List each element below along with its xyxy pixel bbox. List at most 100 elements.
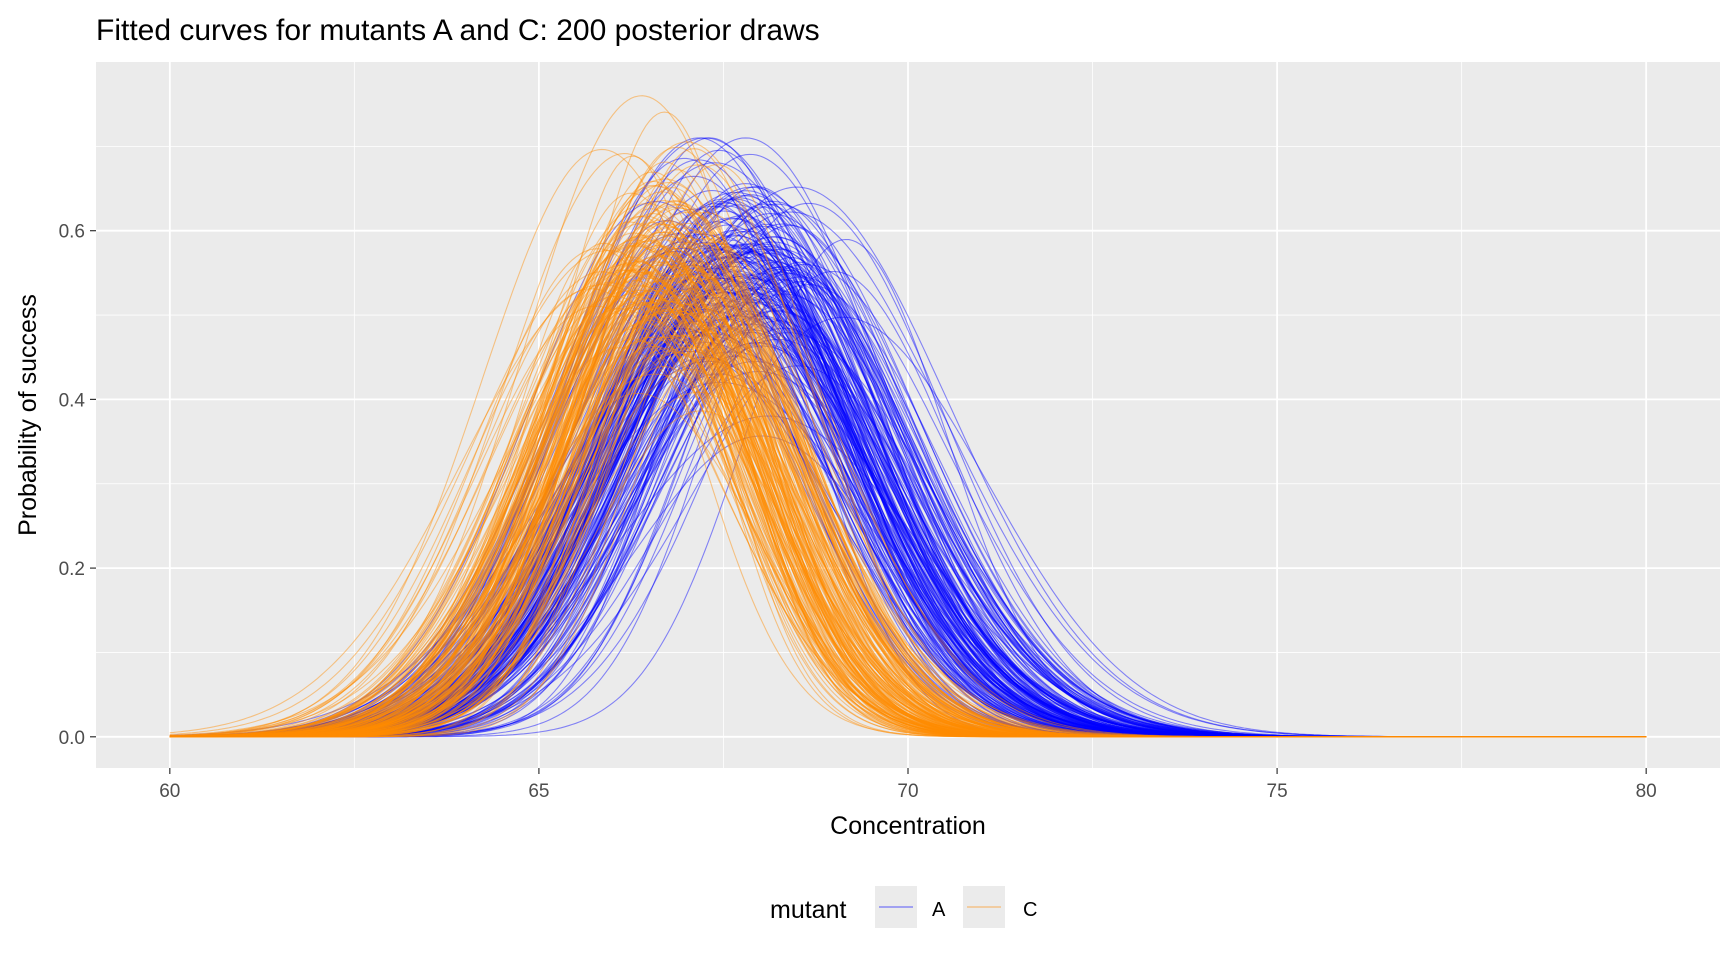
curve-a <box>169 304 1647 738</box>
curve-a <box>169 250 1647 738</box>
curve-a <box>169 270 1647 738</box>
x-tick-label: 70 <box>897 781 918 802</box>
curve-a <box>169 229 1647 738</box>
curve-a <box>169 342 1647 738</box>
curve-a <box>169 270 1647 738</box>
curve-a <box>169 153 1647 738</box>
curve-c <box>169 212 1647 738</box>
curve-a <box>169 318 1647 738</box>
legend: mutant A C <box>770 886 1037 928</box>
curve-a <box>169 186 1647 738</box>
curve-a <box>169 202 1647 738</box>
curve-a <box>169 247 1647 738</box>
chart-title: Fitted curves for mutants A and C: 200 p… <box>96 14 820 47</box>
curve-c <box>169 298 1647 738</box>
curve-c <box>169 298 1647 738</box>
curve-a <box>169 249 1647 738</box>
curve-a <box>169 241 1647 738</box>
curve-a <box>169 435 1647 738</box>
curve-a <box>169 252 1647 738</box>
curve-a <box>169 243 1647 738</box>
curve-c <box>169 302 1647 738</box>
curve-a <box>169 284 1647 738</box>
curve-a <box>169 241 1647 738</box>
curve-a <box>169 243 1647 738</box>
curve-a <box>169 266 1647 738</box>
curve-a <box>169 197 1647 738</box>
curve-a <box>169 253 1647 738</box>
curve-a <box>169 205 1647 738</box>
curve-a <box>169 251 1647 738</box>
curve-a <box>169 370 1647 738</box>
curve-a <box>169 217 1647 738</box>
curve-a <box>169 281 1647 738</box>
legend-title: mutant <box>770 896 846 924</box>
curve-a <box>169 328 1647 738</box>
curve-a <box>169 325 1647 738</box>
curve-a <box>169 291 1647 738</box>
curve-c <box>169 208 1647 738</box>
curve-c <box>169 302 1647 738</box>
curve-a <box>169 295 1647 738</box>
curve-a <box>169 265 1647 738</box>
curve-a <box>169 247 1647 738</box>
curve-c <box>169 192 1647 738</box>
curve-a <box>169 329 1647 738</box>
curve-a <box>169 360 1647 738</box>
x-axis-ticks: 60 65 70 75 80 <box>159 768 1657 802</box>
curve-c <box>169 206 1647 738</box>
curve-a <box>169 314 1647 738</box>
curve-a <box>169 246 1647 738</box>
curve-a <box>169 261 1647 738</box>
curve-a <box>169 279 1647 738</box>
curve-a <box>169 137 1647 738</box>
x-axis-title: Concentration <box>830 812 986 840</box>
curve-a <box>169 276 1647 738</box>
curve-a <box>169 203 1647 738</box>
curve-a <box>169 293 1647 738</box>
curve-c <box>169 290 1647 738</box>
curve-a <box>169 277 1647 738</box>
curve-a <box>169 247 1647 738</box>
curve-c <box>169 242 1647 738</box>
curve-a <box>169 210 1647 738</box>
curve-a <box>169 225 1647 738</box>
series-a-curves <box>169 137 1647 738</box>
curve-a <box>169 327 1647 738</box>
curve-c <box>169 223 1647 738</box>
curve-a <box>169 243 1647 738</box>
curve-a <box>169 301 1647 738</box>
curve-a <box>169 137 1647 738</box>
curve-a <box>169 223 1647 738</box>
curve-a <box>169 257 1647 738</box>
curve-a <box>169 327 1647 738</box>
curve-a <box>169 333 1647 738</box>
curve-a <box>169 202 1647 738</box>
curve-a <box>169 293 1647 738</box>
curve-a <box>169 310 1647 738</box>
curve-a <box>169 175 1647 738</box>
curve-a <box>169 360 1647 738</box>
curve-a <box>169 257 1647 738</box>
curve-a <box>169 149 1647 738</box>
y-axis-title: Probability of success <box>14 294 42 536</box>
curve-a <box>169 300 1647 738</box>
curve-a <box>169 273 1647 738</box>
curve-a <box>169 268 1647 738</box>
curve-a <box>169 331 1647 738</box>
curve-a <box>169 278 1647 738</box>
curve-a <box>169 256 1647 738</box>
curve-c <box>169 275 1647 738</box>
curve-c <box>169 308 1647 738</box>
curve-a <box>169 309 1647 738</box>
curve-a <box>169 218 1647 738</box>
curve-a <box>169 243 1647 738</box>
curve-c <box>169 200 1647 738</box>
curve-c <box>169 243 1647 738</box>
curve-a <box>169 287 1647 738</box>
curve-a <box>169 306 1647 738</box>
curve-a <box>169 236 1647 738</box>
curve-a <box>169 355 1647 738</box>
curve-a <box>169 288 1647 738</box>
